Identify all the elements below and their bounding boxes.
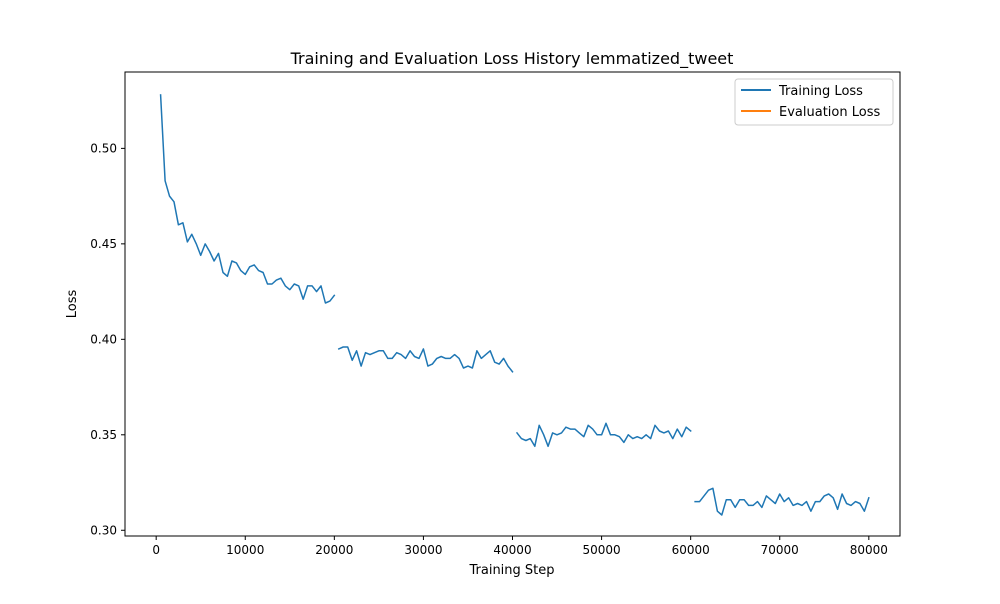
series-line-training-loss [515,422,692,448]
x-tick-label: 70000 [761,543,799,557]
x-tick-label: 30000 [404,543,442,557]
legend: Training Loss Evaluation Loss [734,78,894,126]
legend-label-training: Training Loss [778,84,863,99]
x-axis: 0 10000 20000 30000 40000 50000 60000 70000 8000… [152,536,888,557]
y-tick-label: 0.50 [90,141,117,155]
x-tick-label: 0 [152,543,160,557]
legend-box [734,78,894,126]
y-tick-label: 0.45 [90,237,117,251]
series-line-training-loss [337,346,514,373]
y-tick-label: 0.40 [90,332,117,346]
x-tick-label: 40000 [493,543,531,557]
x-tick-label: 10000 [226,543,264,557]
x-tick-label: 60000 [672,543,710,557]
y-axis: 0.30 0.35 0.40 0.45 0.50 [90,141,125,537]
y-axis-label: Loss [65,290,80,319]
series-line-training-loss [159,94,336,304]
series-line-training-loss [694,487,870,516]
y-tick-label: 0.35 [90,428,117,442]
legend-label-evaluation: Evaluation Loss [779,105,880,120]
x-tick-label: 20000 [315,543,353,557]
chart-title: Training and Evaluation Loss History lem… [290,49,734,69]
series-layer [159,94,870,516]
x-axis-label: Training Step [468,563,554,578]
y-tick-label: 0.30 [90,523,117,537]
x-tick-label: 50000 [582,543,620,557]
x-tick-label: 80000 [850,543,888,557]
